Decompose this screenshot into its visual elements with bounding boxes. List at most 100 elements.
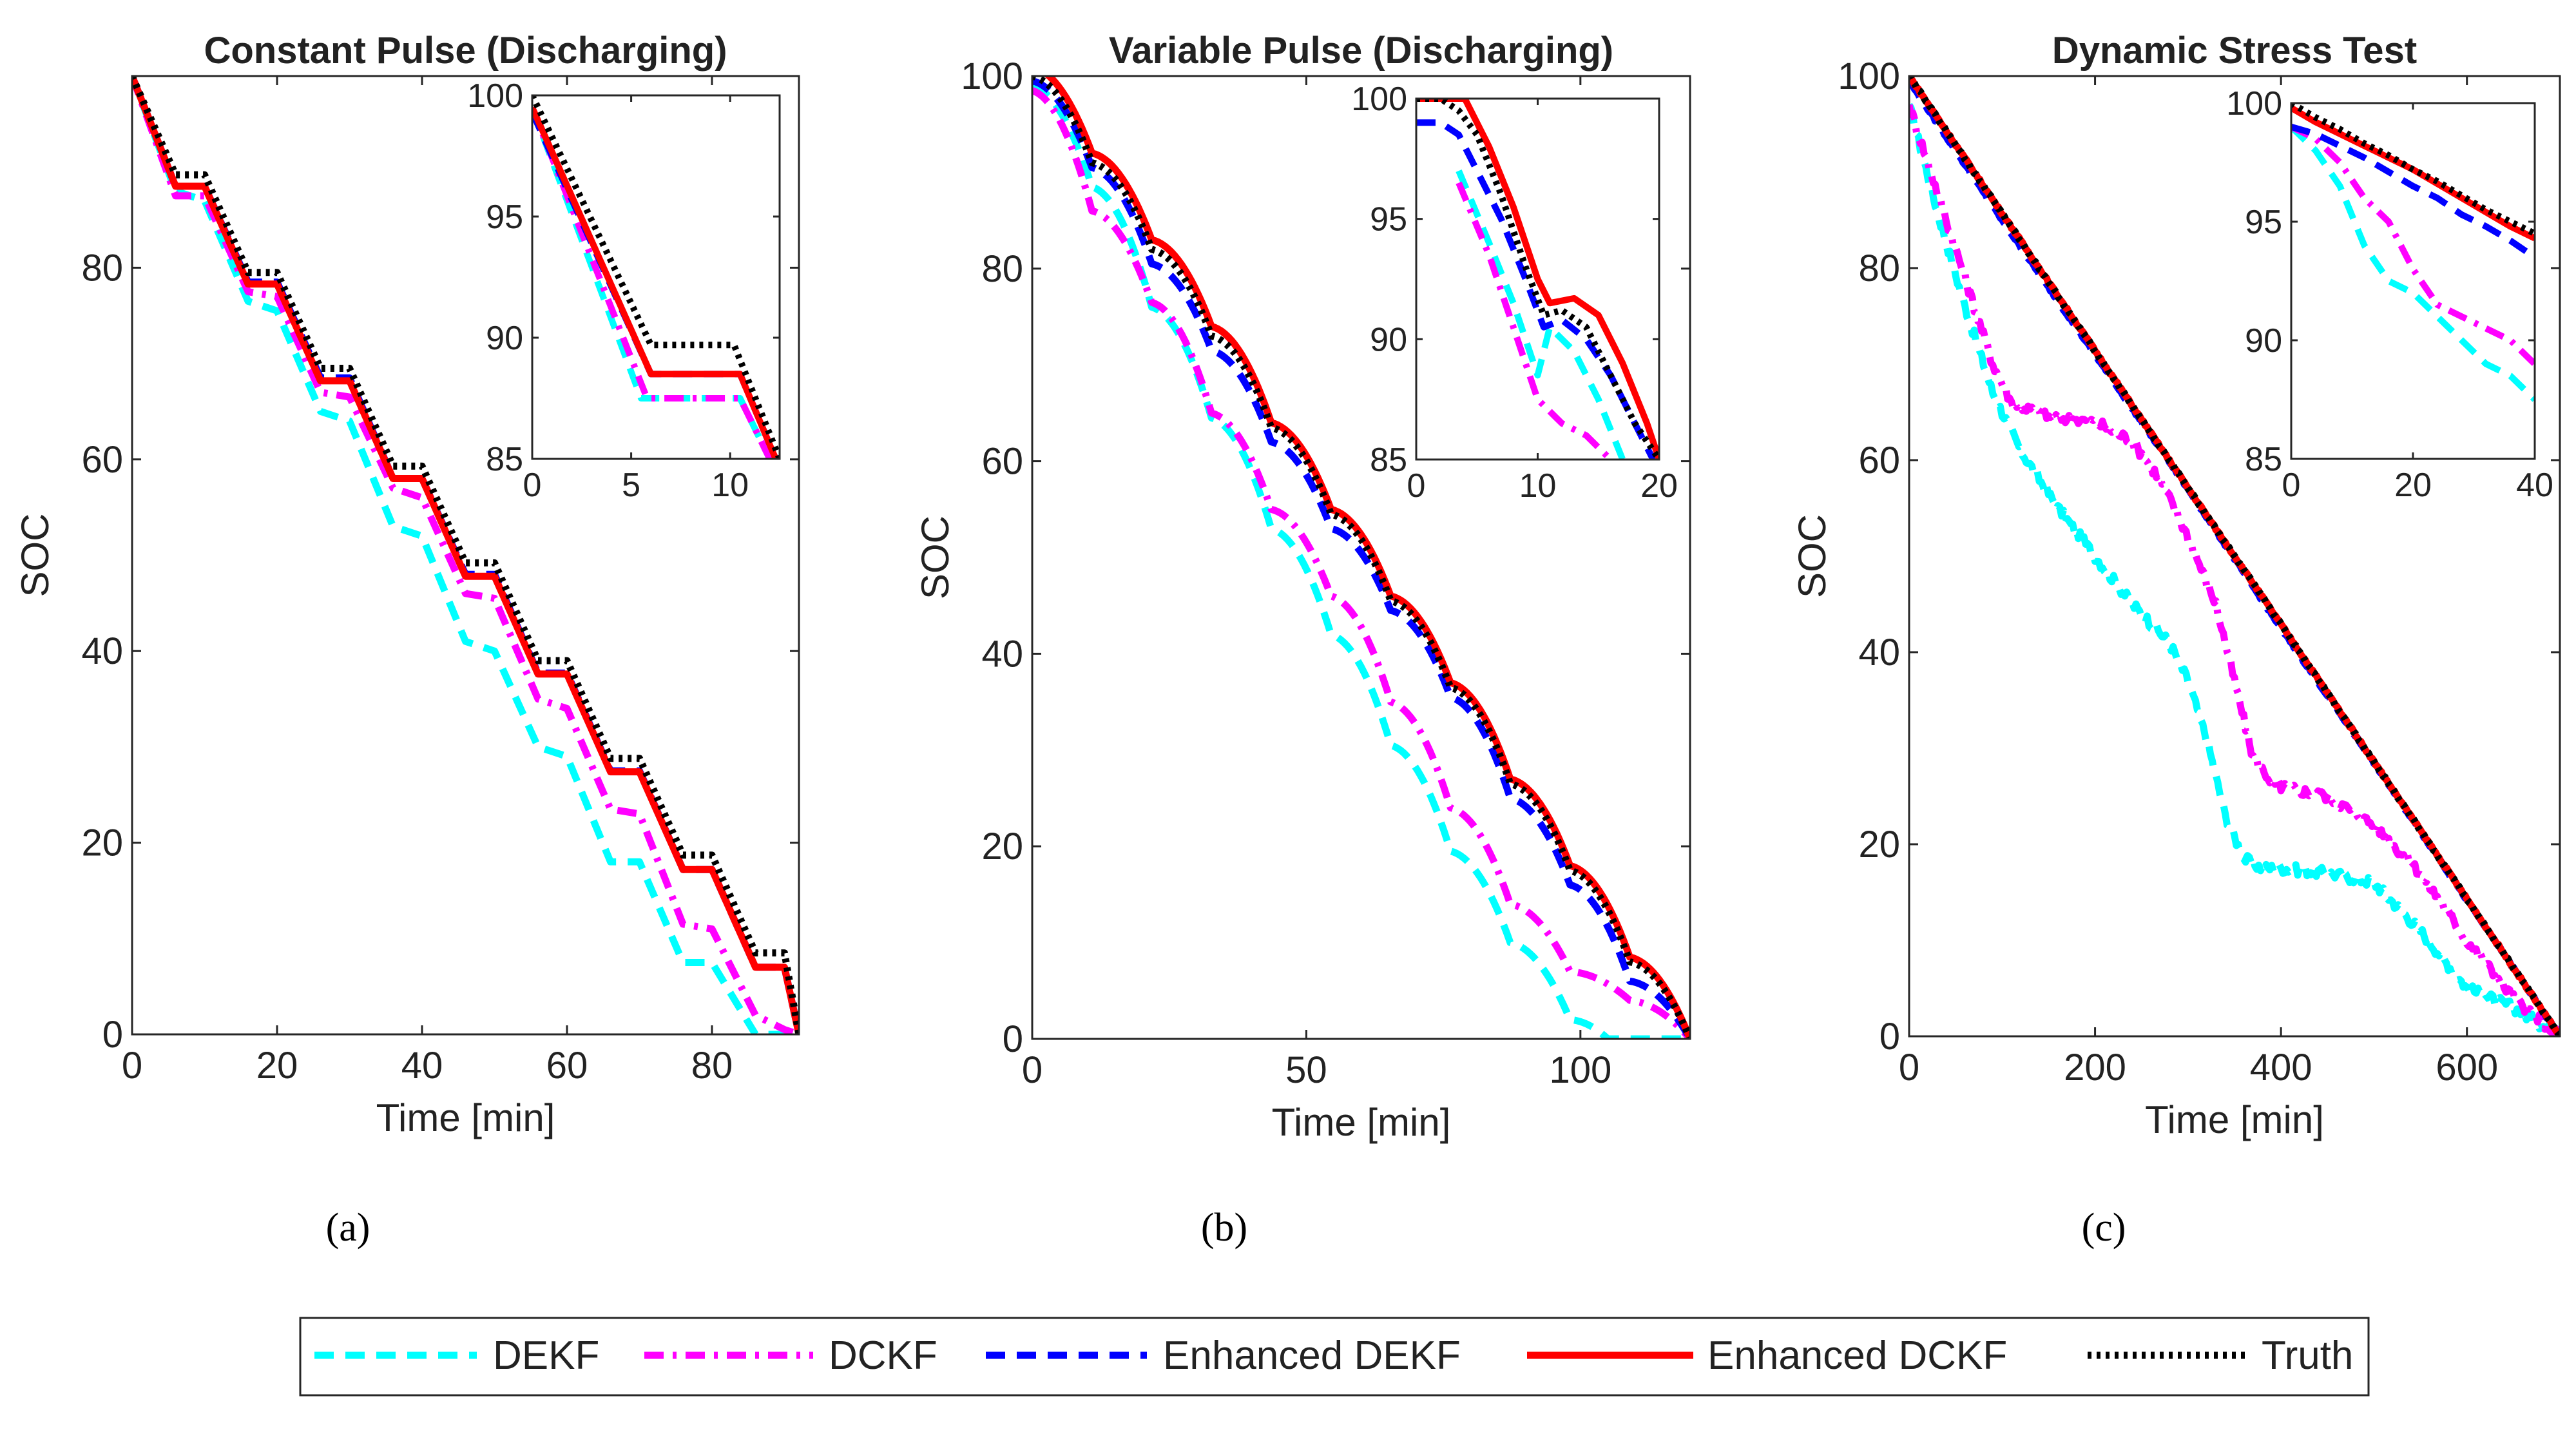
panel-a-series-dckf xyxy=(132,76,799,1034)
panel-a-inset-series-dckf xyxy=(532,106,773,459)
panel-b-inset-series-dekf xyxy=(1456,169,1626,460)
panel-c-inset-ytick-label: 85 xyxy=(2245,441,2282,478)
panel-a-inset: 0 5 10 85 90 95 100 xyxy=(467,77,781,504)
panel-b-inset-ytick-label: 95 xyxy=(1370,201,1407,238)
panel-a-inset-xtick-label: 0 xyxy=(523,467,542,504)
panel-c-subfigure-label: (c) xyxy=(2082,1206,2126,1250)
panel-c-series-dekf xyxy=(1909,102,2560,1036)
panel-b-series-dckf xyxy=(1032,87,1690,1039)
legend-label-dekf: DEKF xyxy=(493,1333,599,1378)
panel-b-inset-series-truth xyxy=(1416,99,1659,460)
panel-a-xtick-label: 80 xyxy=(691,1045,733,1087)
panel-c-xlabel: Time [min] xyxy=(2145,1098,2324,1141)
panel-b-series-enhanced-dckf xyxy=(1043,76,1690,1039)
panel-a-ytick-label: 40 xyxy=(81,630,123,672)
panel-c-series-dckf xyxy=(1909,104,2560,1036)
panel-b-series-truth xyxy=(1032,76,1690,1039)
panel-c-inset-xtick-label: 40 xyxy=(2516,467,2553,504)
panel-a-inset-frame xyxy=(531,94,781,460)
panel-b-frame xyxy=(1031,75,1691,1040)
panel-b-ytick-label: 40 xyxy=(981,633,1023,675)
panel-a-ytick-label: 80 xyxy=(81,247,123,289)
panel-b-inset-xtick-label: 20 xyxy=(1640,467,1678,505)
panel-c-inset-series-enhanced-dekf xyxy=(2291,123,2535,260)
panel-a-ytick-label: 60 xyxy=(81,439,123,481)
panel-b-inset-xtick-label: 0 xyxy=(1407,467,1426,505)
legend-label-enhanced-dekf: Enhanced DEKF xyxy=(1163,1333,1461,1378)
panel-c-inset-ytick-label: 90 xyxy=(2245,322,2282,360)
panel-c-inset-plot-area xyxy=(2291,103,2535,459)
panel-b-xtick-label: 50 xyxy=(1285,1049,1327,1091)
panel-b-subfigure-label: (b) xyxy=(1201,1206,1247,1250)
panel-a-ylabel: SOC xyxy=(14,513,57,597)
panel-b-inset: 0 10 20 85 90 95 100 xyxy=(1351,81,1678,505)
panel-b-inset-xtick-label: 10 xyxy=(1519,467,1557,505)
panel-c-inset: 0 20 40 85 90 95 100 xyxy=(2226,85,2553,504)
panel-a-frame xyxy=(131,75,800,1036)
panel-b-title: Variable Pulse (Discharging) xyxy=(1109,30,1613,72)
panel-b-inset-series-enhanced-dekf xyxy=(1416,119,1657,460)
panel-c-xtick-label: 600 xyxy=(2436,1047,2498,1089)
panel-c-ytick-label: 20 xyxy=(1858,824,1900,866)
panel-a-subfigure-label: (a) xyxy=(326,1206,370,1250)
panel-a-inset-xtick-label: 5 xyxy=(622,467,640,504)
panel-b-inset-ytick-label: 100 xyxy=(1351,81,1407,118)
panel-a-title: Constant Pulse (Discharging) xyxy=(204,30,727,72)
panel-a-ytick-label: 20 xyxy=(81,822,123,864)
panel-a-inset-ytick-label: 85 xyxy=(486,441,523,478)
panel-a-xtick-label: 20 xyxy=(256,1045,298,1087)
panel-c-ytick-label: 0 xyxy=(1879,1016,1900,1058)
panel-c-inset-xtick-label: 0 xyxy=(2282,467,2301,504)
panel-c-frame xyxy=(1908,75,2561,1038)
panel-a-xtick-label: 60 xyxy=(546,1045,588,1087)
panel-c-inset-series-truth xyxy=(2291,103,2535,237)
panel-c-inset-series-dckf xyxy=(2291,124,2535,367)
panel-a-xtick-label: 40 xyxy=(401,1045,443,1087)
panel-c-ytick-label: 100 xyxy=(1838,55,1900,97)
panel-b-ylabel: SOC xyxy=(914,516,957,599)
panel-a-series-enhanced-dckf xyxy=(132,76,799,1034)
panel-a-inset-ytick-label: 95 xyxy=(486,198,523,236)
panel-a: 0 20 40 60 80 0 20 40 60 80 Constant Pulse (Discha… xyxy=(14,30,800,1250)
panel-c-ytick-label: 40 xyxy=(1858,632,1900,673)
panel-a-inset-xtick-label: 10 xyxy=(711,467,749,504)
panel-c-xtick-label: 400 xyxy=(2250,1047,2312,1089)
legend-label-truth: Truth xyxy=(2262,1333,2353,1378)
panel-a-xlabel: Time [min] xyxy=(376,1096,555,1139)
panel-c-ytick-label: 80 xyxy=(1858,247,1900,289)
panel-a-xtick-label: 0 xyxy=(122,1045,142,1087)
panel-b-ytick-label: 80 xyxy=(981,248,1023,290)
panel-c-inset-ytick-label: 100 xyxy=(2226,85,2282,122)
panel-b-xtick-label: 0 xyxy=(1022,1049,1043,1091)
legend-label-enhanced-dckf: Enhanced DCKF xyxy=(1707,1333,2007,1378)
panel-c-title: Dynamic Stress Test xyxy=(2052,30,2417,72)
panel-b-inset-ytick-label: 85 xyxy=(1370,441,1407,479)
panel-a-inset-series-enhanced-dckf xyxy=(532,106,779,459)
panel-b-inset-series-enhanced-dckf xyxy=(1416,99,1659,460)
panel-b-ytick-label: 60 xyxy=(981,441,1023,483)
panel-a-inset-ytick-label: 100 xyxy=(467,77,523,115)
panel-a-inset-series-truth xyxy=(532,95,780,459)
panel-c-xtick-label: 0 xyxy=(1899,1047,1919,1089)
panel-c-inset-xtick-label: 20 xyxy=(2394,467,2432,504)
panel-b-inset-ytick-label: 90 xyxy=(1370,321,1407,358)
panel-a-inset-ytick-label: 90 xyxy=(486,320,523,357)
panel-b-xlabel: Time [min] xyxy=(1272,1101,1451,1144)
panel-c-series-truth xyxy=(1909,76,2560,1036)
panel-b-series-enhanced-dekf xyxy=(1032,77,1690,1039)
panel-b-ytick-label: 100 xyxy=(961,55,1023,97)
legend: DEKF DCKF Enhanced DEKF Enhanced DCKF Truth xyxy=(299,1317,2370,1397)
panel-a-ytick-label: 0 xyxy=(102,1014,123,1056)
panel-c-xtick-label: 200 xyxy=(2064,1047,2126,1089)
panel-b-ytick-label: 20 xyxy=(981,826,1023,867)
panel-c-ytick-label: 60 xyxy=(1858,440,1900,481)
legend-label-dckf: DCKF xyxy=(829,1333,937,1378)
panel-b-xtick-label: 100 xyxy=(1549,1049,1611,1091)
panel-b-ytick-label: 0 xyxy=(1003,1018,1023,1060)
panel-c-inset-series-dekf xyxy=(2291,124,2535,402)
panel-b-inset-series-dckf xyxy=(1456,181,1613,460)
panel-c-ylabel: SOC xyxy=(1791,514,1834,598)
